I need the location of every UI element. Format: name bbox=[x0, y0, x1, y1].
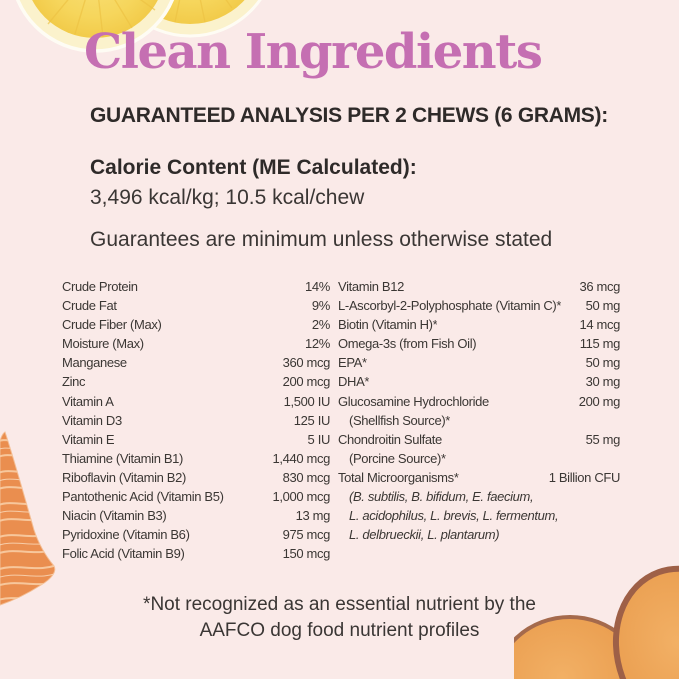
nutrient-value: 1,000 mcg bbox=[272, 489, 330, 505]
nutrient-row: Thiamine (Vitamin B1) 1,440 mcg bbox=[62, 449, 330, 468]
nutrient-value: 200 mg bbox=[578, 393, 621, 409]
nutrient-label: Omega-3s (from Fish Oil) bbox=[338, 336, 477, 352]
nutrient-value: 36 mcg bbox=[579, 279, 620, 294]
nutrient-row: Pantothenic Acid (Vitamin B5) 1,000 mcg bbox=[62, 487, 330, 506]
nutrient-value: 1,500 IU bbox=[283, 393, 331, 409]
nutrient-row: L-Ascorbyl-2-Polyphosphate (Vitamin C)* … bbox=[338, 296, 620, 315]
nutrient-value: 115 mg bbox=[579, 336, 621, 352]
footnote-line-1: *Not recognized as an essential nutrient… bbox=[143, 594, 536, 615]
nutrient-label: Vitamin D3 bbox=[62, 412, 122, 428]
nutrient-row: Vitamin E 5 IU bbox=[62, 430, 330, 449]
nutrient-row: (B. subtilis, B. bifidum, E. faecium, bbox=[338, 487, 620, 506]
nutrient-row: Glucosamine Hydrochloride 200 mg bbox=[338, 392, 620, 411]
nutrient-value: 150 mcg bbox=[282, 546, 331, 562]
nutrient-value: 14 mcg bbox=[579, 317, 620, 333]
nutrient-row: DHA* 30 mg bbox=[338, 372, 620, 391]
nutrient-value: 50 mg bbox=[585, 355, 621, 371]
nutrient-label: (B. subtilis, B. bifidum, E. faecium, bbox=[349, 489, 534, 505]
nutrient-row: L. acidophilus, L. brevis, L. fermentum, bbox=[338, 506, 620, 525]
guaranteed-analysis-heading: GUARANTEED ANALYSIS PER 2 CHEWS (6 GRAMS… bbox=[90, 104, 608, 127]
nutrient-label: Niacin (Vitamin B3) bbox=[62, 508, 167, 524]
nutrient-label: Pyridoxine (Vitamin B6) bbox=[62, 527, 190, 543]
nutrient-row: Crude Protein 14% bbox=[62, 277, 330, 296]
nutrient-value: 30 mg bbox=[585, 374, 621, 390]
nutrient-label: EPA* bbox=[338, 355, 367, 371]
nutrient-row: Pyridoxine (Vitamin B6) 975 mcg bbox=[62, 525, 330, 544]
nutrient-row: Niacin (Vitamin B3) 13 mg bbox=[62, 506, 330, 525]
nutrient-row: (Porcine Source)* bbox=[338, 449, 620, 468]
nutrient-label: Glucosamine Hydrochloride bbox=[338, 393, 489, 409]
nutrient-label: L-Ascorbyl-2-Polyphosphate (Vitamin C)* bbox=[338, 298, 562, 314]
nutrient-label: Vitamin E bbox=[62, 431, 115, 447]
nutrient-label: L. delbrueckii, L. plantarum) bbox=[349, 527, 500, 543]
nutrient-label: Crude Fat bbox=[62, 298, 117, 314]
nutrient-row: Crude Fiber (Max) 2% bbox=[62, 315, 330, 334]
nutrient-value: 2% bbox=[311, 317, 330, 333]
nutrient-row: L. delbrueckii, L. plantarum) bbox=[338, 525, 620, 544]
nutrient-value: 200 mcg bbox=[282, 374, 331, 390]
nutrient-label: DHA* bbox=[338, 374, 370, 390]
nutrient-row: Riboflavin (Vitamin B2) 830 mcg bbox=[62, 468, 330, 487]
nutrient-row: Manganese 360 mcg bbox=[62, 353, 330, 372]
nutrient-label: Manganese bbox=[62, 355, 127, 371]
nutrient-label: Folic Acid (Vitamin B9) bbox=[62, 546, 185, 562]
nutrient-label: Riboflavin (Vitamin B2) bbox=[62, 469, 186, 485]
nutrient-value: 14% bbox=[305, 279, 330, 294]
calorie-content-value: 3,496 kcal/kg; 10.5 kcal/chew bbox=[90, 186, 365, 209]
nutrient-label: Zinc bbox=[62, 374, 86, 390]
nutrient-label: Total Microorganisms* bbox=[338, 469, 459, 485]
nutrient-row: Zinc 200 mcg bbox=[62, 372, 330, 391]
guarantee-note: Guarantees are minimum unless otherwise … bbox=[90, 228, 553, 251]
nutrient-value: 55 mg bbox=[585, 431, 621, 447]
nutrient-value: 975 mcg bbox=[282, 527, 331, 543]
nutrient-value: 1 Billion CFU bbox=[548, 469, 621, 485]
nutrient-row: Vitamin B12 36 mcg bbox=[338, 277, 620, 296]
nutrient-value: 13 mg bbox=[295, 508, 331, 524]
nutrient-label: Vitamin A bbox=[62, 393, 114, 409]
nutrient-row: Vitamin D3 125 IU bbox=[62, 411, 330, 430]
nutrient-row: Biotin (Vitamin H)* 14 mcg bbox=[338, 315, 620, 334]
salmon-fillet-icon bbox=[0, 431, 56, 606]
nutrient-label: Pantothenic Acid (Vitamin B5) bbox=[62, 489, 224, 505]
nutrient-label: Crude Fiber (Max) bbox=[62, 317, 162, 333]
aafco-footnote: *Not recognized as an essential nutrient… bbox=[0, 592, 679, 644]
nutrient-value: 50 mg bbox=[585, 298, 621, 314]
calorie-content-heading: Calorie Content (ME Calculated): bbox=[90, 156, 417, 179]
nutrient-row: Omega-3s (from Fish Oil) 115 mg bbox=[338, 334, 620, 353]
nutrient-column-left: Crude Protein 14% Crude Fat 9% Crude Fib… bbox=[62, 277, 330, 563]
nutrient-row: Vitamin A 1,500 IU bbox=[62, 392, 330, 411]
nutrient-row: Chondroitin Sulfate 55 mg bbox=[338, 430, 620, 449]
nutrient-row: Moisture (Max) 12% bbox=[62, 334, 330, 353]
nutrient-value: 125 IU bbox=[293, 412, 331, 428]
footnote-line-2: AAFCO dog food nutrient profiles bbox=[199, 620, 480, 641]
nutrient-label: Moisture (Max) bbox=[62, 336, 144, 352]
nutrient-label: (Shellfish Source)* bbox=[349, 412, 451, 428]
nutrient-value: 1,440 mcg bbox=[272, 450, 330, 466]
page-title: Clean Ingredients bbox=[84, 24, 543, 80]
nutrient-label: (Porcine Source)* bbox=[349, 450, 446, 466]
nutrient-label: L. acidophilus, L. brevis, L. fermentum, bbox=[349, 508, 559, 524]
nutrient-row: EPA* 50 mg bbox=[338, 353, 620, 372]
nutrient-row: (Shellfish Source)* bbox=[338, 411, 620, 430]
nutrient-value: 360 mcg bbox=[282, 355, 331, 371]
nutrient-row: Crude Fat 9% bbox=[62, 296, 330, 315]
nutrient-value: 9% bbox=[311, 298, 330, 314]
nutrient-label: Biotin (Vitamin H)* bbox=[338, 317, 438, 333]
nutrient-label: Crude Protein bbox=[62, 279, 138, 294]
nutrient-label: Thiamine (Vitamin B1) bbox=[62, 450, 184, 466]
nutrient-value: 830 mcg bbox=[282, 469, 331, 485]
nutrient-row: Folic Acid (Vitamin B9) 150 mcg bbox=[62, 544, 330, 563]
nutrient-row: Total Microorganisms* 1 Billion CFU bbox=[338, 468, 620, 487]
nutrient-label: Chondroitin Sulfate bbox=[338, 431, 442, 447]
nutrient-value: 5 IU bbox=[307, 431, 331, 447]
nutrient-value: 12% bbox=[305, 336, 330, 352]
nutrient-column-right: Vitamin B12 36 mcg L-Ascorbyl-2-Polyphos… bbox=[338, 277, 620, 544]
nutrient-label: Vitamin B12 bbox=[338, 279, 405, 294]
